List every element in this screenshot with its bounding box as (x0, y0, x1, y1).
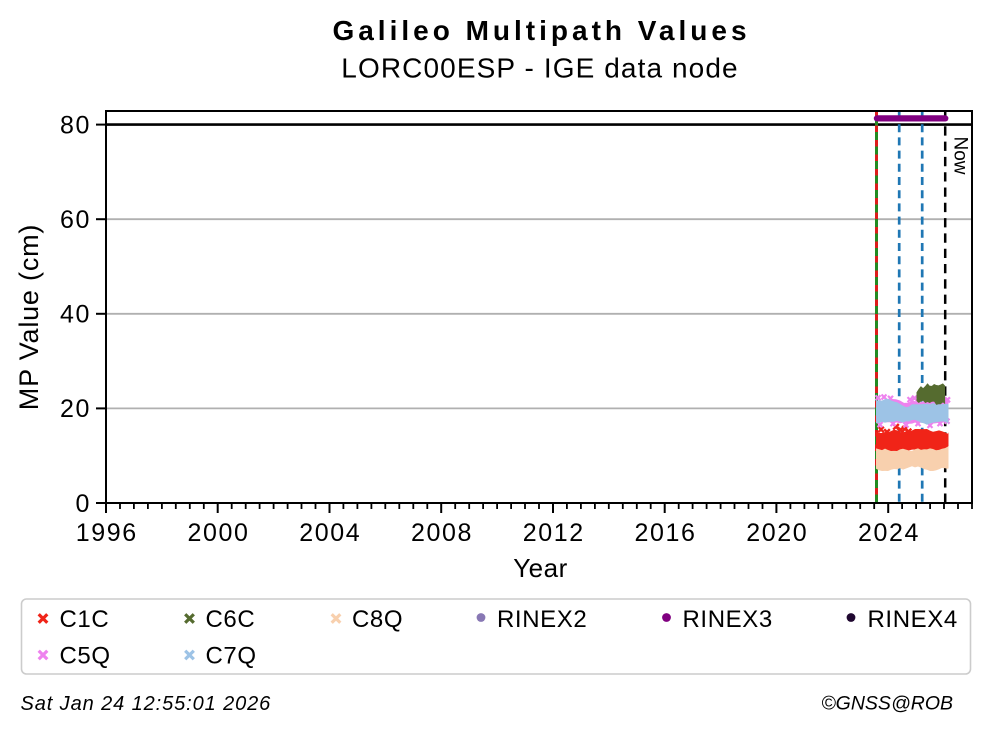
svg-text:MP Value (cm): MP Value (cm) (14, 224, 44, 410)
svg-text:C8Q: C8Q (352, 606, 403, 633)
svg-text:C5Q: C5Q (60, 643, 111, 670)
svg-text:2012: 2012 (523, 519, 585, 547)
svg-text:40: 40 (60, 301, 91, 329)
svg-text:C7Q: C7Q (206, 643, 257, 670)
svg-text:RINEX3: RINEX3 (683, 606, 773, 633)
svg-text:2000: 2000 (187, 519, 249, 547)
svg-text:C1C: C1C (60, 606, 110, 633)
svg-text:60: 60 (60, 206, 91, 234)
svg-text:Year: Year (513, 553, 568, 583)
svg-text:2004: 2004 (299, 519, 361, 547)
svg-text:1996: 1996 (76, 519, 138, 547)
svg-text:C6C: C6C (206, 606, 256, 633)
svg-text:2008: 2008 (411, 519, 473, 547)
svg-text:20: 20 (60, 395, 91, 423)
svg-text:LORC00ESP - IGE data node: LORC00ESP - IGE data node (341, 53, 738, 84)
svg-text:0: 0 (75, 490, 91, 518)
svg-text:©GNSS@ROB: ©GNSS@ROB (821, 693, 953, 715)
svg-text:Now: Now (950, 137, 971, 175)
svg-text:2020: 2020 (746, 519, 808, 547)
svg-text:2024: 2024 (858, 519, 920, 547)
svg-text:RINEX2: RINEX2 (497, 606, 587, 633)
svg-text:RINEX4: RINEX4 (868, 606, 958, 633)
svg-text:80: 80 (60, 111, 91, 139)
svg-text:Galileo Multipath Values: Galileo Multipath Values (332, 15, 750, 46)
svg-text:Sat Jan 24 12:55:01 2026: Sat Jan 24 12:55:01 2026 (21, 693, 272, 715)
svg-text:2016: 2016 (634, 519, 696, 547)
